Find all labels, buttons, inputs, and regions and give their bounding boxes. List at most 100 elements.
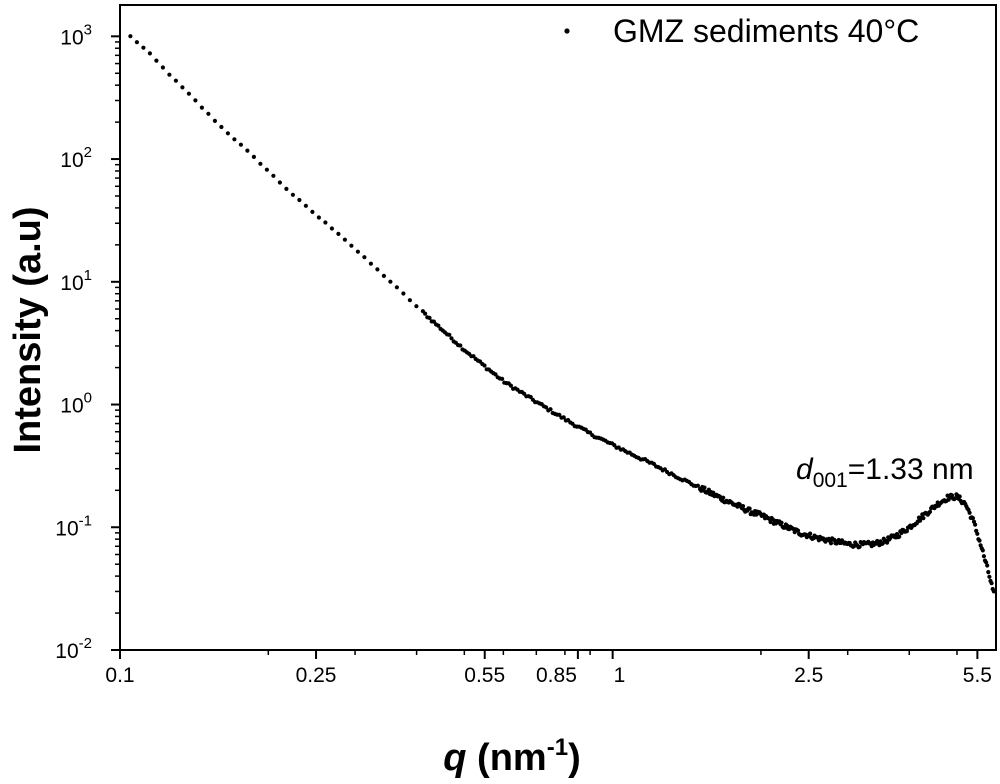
- x-tick-label: 2.5: [794, 664, 823, 687]
- annotation-text: =1.33 nm: [848, 453, 974, 486]
- data-point: [284, 186, 289, 191]
- y-tick-label: 10-1: [55, 512, 92, 540]
- data-point: [981, 554, 987, 559]
- data-point: [500, 376, 505, 381]
- annotation-subscript: 001: [813, 469, 848, 492]
- data-point: [394, 285, 399, 290]
- data-point: [277, 180, 282, 185]
- x-axis-symbol: q: [443, 737, 466, 779]
- data-point: [828, 541, 834, 546]
- data-point: [336, 231, 341, 236]
- x-axis-title: q (nm-1): [443, 734, 580, 779]
- peak-annotation: d001=1.33 nm: [796, 453, 974, 492]
- data-point: [721, 495, 726, 500]
- x-tick-label: 5.5: [963, 664, 992, 687]
- data-point: [989, 581, 994, 586]
- data-point: [832, 537, 837, 543]
- data-point: [193, 98, 198, 103]
- data-point: [987, 574, 992, 579]
- data-point: [238, 142, 243, 147]
- data-point: [147, 51, 152, 56]
- data-point: [342, 237, 347, 242]
- data-point: [167, 72, 172, 77]
- data-point: [991, 589, 996, 594]
- legend-label: GMZ sediments 40°C: [613, 13, 919, 49]
- data-point: [431, 319, 436, 324]
- data-point: [975, 531, 980, 536]
- y-axis-title: Intensity (a.u): [7, 206, 49, 453]
- x-tick-label: 0.85: [536, 664, 577, 687]
- data-point: [310, 209, 315, 214]
- data-point: [561, 415, 566, 420]
- y-tick-label: 100: [60, 390, 92, 418]
- x-tick-label: 0.1: [105, 664, 134, 687]
- y-tick-label: 103: [60, 21, 92, 49]
- data-point: [160, 65, 165, 70]
- data-layer: [128, 34, 996, 594]
- data-point: [808, 531, 813, 536]
- data-point: [407, 298, 412, 303]
- data-point: [212, 118, 217, 123]
- data-point: [225, 131, 230, 136]
- data-point: [857, 544, 862, 549]
- legend: GMZ sediments 40°C: [564, 13, 919, 49]
- data-point: [740, 504, 746, 509]
- data-point: [695, 483, 701, 488]
- data-point: [508, 383, 513, 388]
- legend-marker: [564, 28, 570, 34]
- data-point: [290, 192, 295, 197]
- data-point: [779, 520, 784, 525]
- data-point: [154, 58, 159, 63]
- data-point: [977, 538, 982, 543]
- plot-frame: [119, 4, 997, 651]
- data-point: [141, 45, 146, 50]
- data-point: [927, 509, 933, 514]
- data-point: [423, 311, 428, 316]
- data-point: [329, 226, 334, 231]
- data-point: [970, 516, 976, 521]
- x-axis-unit: (nm: [467, 737, 547, 779]
- x-tick-label: 0.25: [296, 664, 337, 687]
- data-point: [747, 506, 752, 511]
- y-tick-label: 101: [60, 267, 92, 295]
- x-axis-close: ): [568, 737, 581, 779]
- annotation-symbol: d: [796, 453, 814, 486]
- data-point: [297, 197, 302, 203]
- data-point: [795, 528, 801, 533]
- data-point: [173, 78, 178, 83]
- data-point: [251, 154, 256, 159]
- data-point: [362, 255, 367, 260]
- data-point: [921, 516, 926, 521]
- data-point: [245, 148, 250, 153]
- x-tick-label: 0.55: [464, 664, 505, 687]
- x-axis: 0.1 0.25 0.55 0.85 1 2.5 5.5: [105, 650, 992, 687]
- data-point: [449, 336, 454, 341]
- data-point: [414, 304, 419, 309]
- data-point: [897, 534, 902, 539]
- data-point: [544, 405, 549, 410]
- data-point: [180, 85, 185, 90]
- y-tick-label: 10-2: [55, 635, 92, 663]
- x-axis-exponent: -1: [547, 734, 568, 761]
- data-point: [219, 124, 224, 130]
- data-point: [482, 363, 487, 368]
- data-point: [128, 34, 133, 39]
- data-point: [984, 560, 989, 565]
- data-point: [355, 249, 360, 254]
- data-point: [985, 563, 990, 568]
- data-point: [388, 279, 393, 284]
- data-point: [702, 485, 707, 490]
- data-point: [493, 372, 498, 377]
- data-point: [186, 91, 191, 96]
- data-point: [986, 570, 991, 575]
- y-tick-label: 102: [60, 144, 92, 172]
- data-point: [206, 111, 211, 116]
- data-point: [316, 215, 321, 220]
- data-point: [427, 315, 432, 320]
- data-point: [134, 40, 139, 45]
- data-point: [368, 261, 373, 266]
- data-point: [199, 105, 204, 110]
- data-point: [967, 510, 972, 515]
- data-point: [271, 173, 276, 178]
